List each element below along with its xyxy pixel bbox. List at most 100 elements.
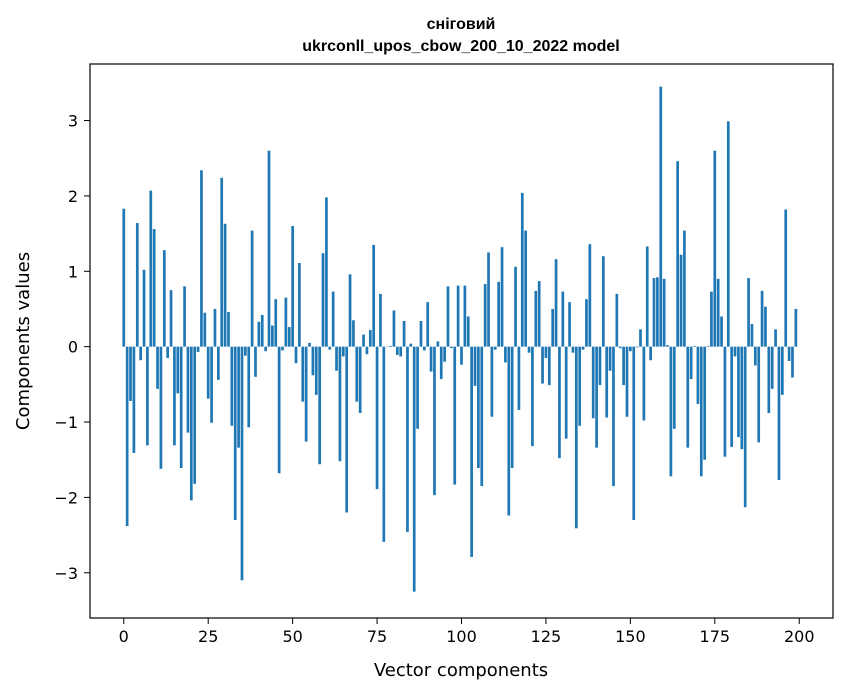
bar-121: [531, 346, 534, 447]
bar-37: [247, 346, 251, 428]
bar-27: [213, 308, 217, 347]
bar-190: [764, 306, 767, 347]
x-tick-label-150: 150: [615, 627, 646, 646]
bar-180: [730, 346, 734, 447]
bar-52: [298, 262, 301, 347]
bar-137: [585, 299, 588, 347]
bar-30: [223, 223, 227, 347]
bar-58: [318, 346, 321, 465]
bar-163: [672, 346, 676, 429]
bar-150: [629, 346, 632, 352]
bar-171: [699, 346, 703, 477]
bar-154: [642, 346, 646, 421]
bar-107: [483, 284, 487, 347]
bar-20: [189, 346, 193, 501]
bar-63: [335, 346, 338, 371]
bar-136: [581, 346, 585, 350]
bar-35: [240, 346, 244, 581]
y-tick-label-2: 2: [68, 187, 78, 206]
bar-91: [429, 346, 433, 372]
bar-174: [710, 291, 713, 347]
bar-50: [291, 226, 294, 347]
bar-51: [294, 346, 298, 364]
bar-28: [216, 346, 220, 380]
bar-148: [622, 346, 625, 386]
bar-108: [487, 252, 490, 347]
bar-6: [142, 269, 146, 347]
y-tick-label--1: −1: [54, 413, 78, 432]
bar-193: [774, 329, 777, 347]
bar-138: [588, 244, 592, 347]
bar-106: [480, 346, 484, 487]
bar-89: [423, 346, 426, 351]
bar-67: [348, 274, 352, 347]
bar-62: [331, 291, 335, 347]
bar-125: [544, 346, 548, 358]
bar-161: [666, 345, 669, 347]
bar-43: [267, 150, 271, 347]
bar-90: [426, 302, 430, 347]
bar-55: [308, 342, 311, 347]
bar-173: [706, 345, 710, 347]
chart-title-line1: сніговий: [427, 16, 496, 33]
bars-group: [122, 86, 798, 592]
bar-49: [287, 327, 291, 347]
x-tick-label-25: 25: [198, 627, 218, 646]
bar-84: [406, 346, 409, 533]
bar-114: [507, 346, 511, 516]
bar-158: [656, 277, 659, 347]
bar-153: [639, 329, 642, 347]
bar-1: [125, 346, 129, 527]
bar-194: [777, 346, 781, 481]
bar-69: [355, 346, 359, 402]
bar-47: [281, 346, 284, 351]
bar-103: [470, 346, 473, 557]
x-tick-label-100: 100: [446, 627, 477, 646]
bar-42: [264, 346, 267, 352]
bar-164: [676, 161, 679, 347]
bar-196: [784, 209, 788, 347]
bar-10: [156, 346, 159, 389]
bar-166: [683, 230, 686, 347]
bar-36: [244, 346, 247, 356]
bar-9: [152, 229, 156, 347]
bar-160: [662, 278, 666, 347]
bar-85: [409, 343, 413, 347]
bar-87: [416, 346, 419, 429]
bar-151: [632, 346, 636, 521]
bar-111: [497, 281, 500, 347]
bar-4: [135, 223, 139, 347]
bar-145: [612, 346, 615, 487]
bar-124: [541, 346, 544, 384]
bar-162: [669, 346, 673, 477]
bar-170: [696, 346, 700, 404]
y-tick-label-3: 3: [68, 112, 78, 131]
x-axis-label: Vector components: [374, 660, 548, 681]
bar-41: [260, 315, 264, 347]
bar-134: [574, 346, 578, 529]
bar-86: [412, 346, 416, 592]
bar-157: [652, 278, 656, 347]
bar-22: [196, 346, 200, 352]
bar-149: [625, 346, 629, 417]
bar-115: [510, 346, 514, 468]
bar-40: [257, 321, 261, 347]
bar-118: [520, 192, 524, 347]
bar-122: [534, 290, 538, 347]
bar-13: [166, 346, 170, 358]
bar-39: [254, 346, 257, 377]
bar-109: [490, 346, 494, 417]
bar-48: [284, 297, 288, 347]
bar-93: [436, 341, 440, 347]
bar-129: [558, 346, 561, 459]
bar-191: [767, 346, 771, 413]
bar-104: [473, 346, 477, 386]
bar-11: [159, 346, 163, 469]
bar-101: [463, 285, 467, 347]
x-tick-label-200: 200: [784, 627, 815, 646]
bar-29: [220, 177, 224, 347]
bar-178: [723, 346, 727, 457]
y-axis-ticks: −3 −2 −1 0 1 2 3: [54, 112, 90, 583]
bar-74: [372, 244, 376, 347]
